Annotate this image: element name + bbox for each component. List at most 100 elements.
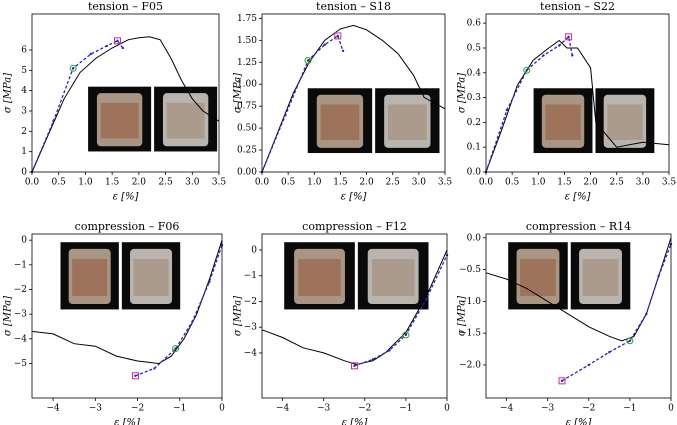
chart-title: compression – R14	[526, 220, 631, 233]
y-tick-label: 0.4	[467, 68, 482, 78]
x-tick-label: 2.0	[132, 178, 147, 188]
y-tick-label: 5	[21, 66, 27, 76]
data-point	[558, 44, 561, 47]
y-axis-label: σ [MPa]	[3, 296, 14, 336]
axes-frame	[261, 13, 446, 173]
y-tick-label: 0.6	[467, 19, 482, 29]
data-line	[31, 240, 223, 365]
y-axis-label: σ [MPa]	[457, 296, 468, 336]
x-tick-label: 2.5	[610, 178, 625, 188]
y-tick-label: −2	[244, 297, 257, 307]
data-point	[174, 347, 177, 350]
marker-circle	[523, 66, 531, 74]
x-tick-label: 1.5	[333, 178, 348, 188]
marker-circle	[69, 64, 77, 72]
x-tick-label: −3	[89, 404, 103, 414]
y-tick-label: 0.00	[237, 168, 257, 178]
y-tick-label: −1.0	[459, 297, 481, 307]
chart-title: compression – F06	[75, 220, 180, 233]
specimen-body	[294, 248, 345, 305]
y-axis-label: σ [MPa]	[233, 296, 244, 336]
data-point	[153, 367, 156, 370]
x-tick-label: 3.0	[185, 178, 200, 188]
y-tick-label: 0.25	[237, 146, 257, 156]
data-point	[371, 358, 375, 361]
x-tick-label: 3.5	[662, 178, 677, 188]
marker-square	[351, 362, 358, 370]
data-point	[341, 49, 345, 53]
marker-square	[131, 372, 139, 380]
y-tick-label: 0.50	[237, 124, 257, 134]
data-line	[485, 39, 670, 173]
chart-title: compression – F12	[302, 220, 407, 233]
y-tick-label: 6	[21, 45, 27, 55]
data-point	[336, 34, 340, 38]
marker-square	[565, 33, 573, 41]
x-tick-label: 3.5	[438, 178, 453, 188]
data-point	[560, 379, 564, 383]
x-tick-label: 0	[668, 404, 674, 414]
marker-square	[113, 37, 121, 45]
y-tick-label: −3	[14, 310, 28, 320]
x-axis-label: ε [%]	[566, 418, 592, 425]
data-point	[121, 46, 125, 50]
x-tick-label: 2.0	[583, 178, 598, 188]
y-axis-label: σ [MPa]	[3, 73, 14, 113]
specimen-body	[541, 94, 585, 148]
axes-frame	[485, 233, 672, 399]
data-point	[52, 119, 55, 123]
x-tick-label: 1.0	[531, 178, 546, 188]
data-line	[354, 254, 448, 367]
data-point	[323, 43, 326, 46]
y-tick-label: 4	[21, 86, 27, 96]
data-point	[116, 39, 119, 43]
data-point	[542, 54, 545, 57]
specimen-body	[68, 248, 111, 305]
y-tick-label: 2	[21, 127, 27, 137]
data-point	[191, 320, 194, 323]
x-tick-label: 0	[219, 404, 225, 414]
specimen-body	[162, 93, 209, 147]
chart-title: tension – S22	[540, 0, 615, 13]
y-tick-label: 1.25	[237, 58, 257, 68]
specimen-texture	[582, 259, 619, 296]
x-tick-label: 2.5	[158, 178, 173, 188]
y-axis-label: σ [MPa]	[233, 73, 244, 113]
y-tick-label: −0.5	[459, 265, 481, 275]
marker-circle	[304, 57, 312, 65]
specimen-texture	[388, 104, 427, 141]
x-tick-label: −3	[317, 404, 331, 414]
x-axis-label: ε [%]	[565, 192, 591, 203]
x-tick-label: 1.0	[78, 178, 93, 188]
y-tick-label: 0.5	[467, 43, 482, 53]
data-point	[306, 59, 310, 62]
x-axis-label: ε [%]	[113, 192, 139, 203]
y-tick-label: 0	[21, 236, 27, 246]
specimen-texture	[298, 259, 341, 296]
data-line	[31, 36, 220, 173]
x-tick-label: 0.0	[25, 178, 40, 188]
y-tick-label: −4	[14, 334, 28, 344]
x-axis-label: ε [%]	[342, 418, 368, 425]
y-tick-label: −1	[14, 260, 27, 270]
x-tick-label: −4	[500, 404, 514, 414]
data-point	[657, 274, 660, 278]
data-point	[89, 52, 92, 56]
specimen-texture	[545, 104, 581, 141]
y-tick-label: 3	[21, 106, 27, 116]
x-tick-label: −1	[173, 404, 186, 414]
x-axis-label: ε [%]	[341, 192, 367, 203]
specimen-texture	[320, 104, 360, 141]
marker-square	[558, 377, 566, 385]
axes-frame	[31, 233, 223, 399]
specimen-texture	[72, 259, 108, 296]
specimen-texture	[607, 104, 643, 141]
x-tick-label: 3.0	[412, 178, 427, 188]
y-tick-label: 0.2	[467, 118, 481, 128]
marker-circle	[172, 345, 180, 353]
data-point	[105, 44, 109, 48]
data-point	[353, 364, 356, 368]
specimen-body	[367, 248, 419, 305]
specimen-texture	[166, 102, 205, 139]
